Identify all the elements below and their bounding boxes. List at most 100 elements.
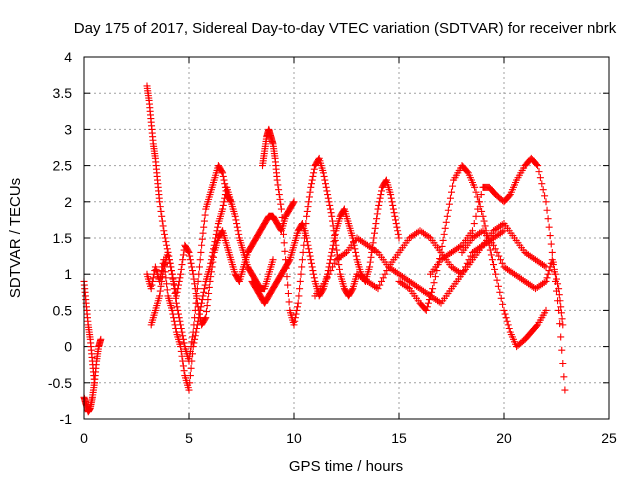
data-point xyxy=(169,274,177,282)
data-point xyxy=(170,317,178,325)
data-point xyxy=(200,285,208,293)
data-point xyxy=(503,317,511,325)
data-point xyxy=(322,183,330,191)
data-point xyxy=(291,314,299,322)
data-point xyxy=(369,239,377,247)
data-point xyxy=(158,267,166,275)
data-point xyxy=(534,162,542,170)
data-point xyxy=(329,217,336,225)
data-point xyxy=(187,259,195,267)
data-point xyxy=(306,188,314,196)
data-point xyxy=(210,253,217,261)
data-point xyxy=(390,209,398,217)
data-point xyxy=(491,265,499,273)
data-point xyxy=(555,291,563,299)
data-point xyxy=(220,198,228,206)
data-point xyxy=(535,168,543,176)
data-point xyxy=(219,201,227,209)
data-point xyxy=(352,252,360,260)
data-point xyxy=(480,217,488,225)
data-point xyxy=(166,259,174,267)
data-point xyxy=(296,277,304,285)
data-point xyxy=(331,234,339,242)
data-point xyxy=(392,216,399,224)
data-point xyxy=(303,212,311,220)
data-point xyxy=(275,191,283,199)
data-point xyxy=(544,270,552,278)
data-point xyxy=(539,186,547,194)
data-point xyxy=(435,298,443,306)
data-point xyxy=(328,248,336,256)
data-point xyxy=(394,230,402,238)
data-point xyxy=(147,285,155,293)
y-tick-label: 0 xyxy=(64,339,72,355)
data-point xyxy=(329,263,336,271)
data-point xyxy=(298,263,306,271)
data-point xyxy=(351,245,359,253)
data-point xyxy=(388,198,396,206)
data-point xyxy=(91,379,98,387)
data-point xyxy=(391,212,399,220)
data-point xyxy=(372,247,380,255)
data-point xyxy=(165,252,173,260)
data-point xyxy=(308,176,316,184)
data-point xyxy=(187,364,195,372)
data-point xyxy=(423,303,431,311)
data-point xyxy=(533,322,541,330)
data-point xyxy=(221,180,229,188)
data-point xyxy=(293,306,301,314)
y-tick-label: 2.5 xyxy=(53,158,73,174)
data-point xyxy=(553,275,560,283)
data-point xyxy=(422,306,430,314)
data-point xyxy=(505,325,513,332)
data-point xyxy=(191,332,199,340)
data-point xyxy=(303,234,311,242)
data-point xyxy=(161,230,168,238)
data-point xyxy=(205,290,213,298)
data-point xyxy=(504,321,512,329)
data-point xyxy=(171,321,179,329)
data-point xyxy=(558,315,566,323)
data-point xyxy=(194,303,202,311)
data-point xyxy=(326,201,334,209)
data-point xyxy=(557,309,565,317)
data-point xyxy=(176,274,184,282)
data-point xyxy=(540,262,548,270)
data-point xyxy=(429,285,437,293)
data-point xyxy=(163,245,171,253)
x-tick-label: 10 xyxy=(286,430,302,446)
data-point xyxy=(170,314,178,322)
data-point xyxy=(327,252,335,260)
data-point xyxy=(325,198,333,206)
data-point xyxy=(371,229,378,237)
data-point xyxy=(324,191,332,199)
data-point xyxy=(375,198,383,206)
data-point xyxy=(191,280,199,288)
data-point xyxy=(428,288,436,296)
data-point xyxy=(156,292,164,300)
data-point xyxy=(392,220,400,228)
data-point xyxy=(290,198,298,206)
data-point xyxy=(185,248,193,256)
data-point xyxy=(189,350,196,358)
data-point xyxy=(172,325,180,332)
data-point xyxy=(165,256,173,264)
data-point xyxy=(305,245,313,253)
data-point xyxy=(173,303,181,311)
data-point xyxy=(298,221,306,229)
data-point xyxy=(378,187,385,195)
y-tick-label: 2 xyxy=(64,194,72,210)
data-point xyxy=(169,310,177,318)
data-point xyxy=(463,168,471,176)
data-point xyxy=(163,286,171,294)
data-point xyxy=(490,261,497,269)
y-tick-label: 3.5 xyxy=(53,85,73,101)
data-point xyxy=(545,267,553,275)
data-point xyxy=(174,285,182,293)
data-point xyxy=(296,285,304,293)
data-point xyxy=(372,220,380,228)
y-tick-label: -1 xyxy=(60,411,73,427)
data-point xyxy=(303,207,311,215)
data-point xyxy=(198,241,206,249)
data-point xyxy=(307,256,315,264)
